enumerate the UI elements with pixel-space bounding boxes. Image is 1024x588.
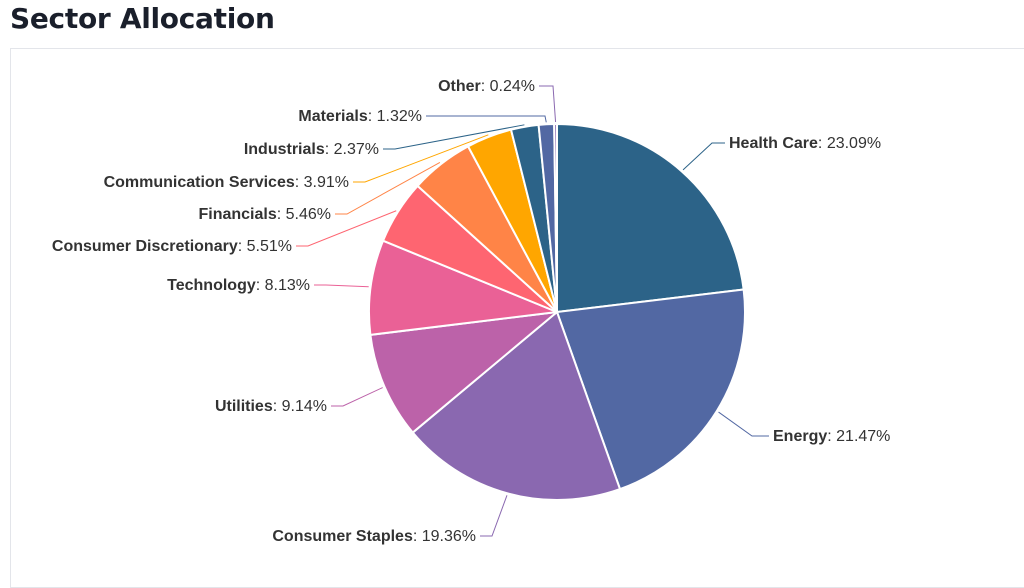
leader-line xyxy=(480,495,508,537)
pie-slice-technology[interactable] xyxy=(368,239,558,336)
leader-line xyxy=(296,210,397,247)
pie-chart: Health Care: 23.09% Energy: 21.47% Consume… xyxy=(52,78,891,545)
slice-label: Consumer Staples: 19.36% xyxy=(272,528,476,545)
slice-label: Materials: 1.32% xyxy=(298,108,422,125)
slice-label: Industrials: 2.37% xyxy=(244,141,379,158)
slice-label-name: Technology xyxy=(167,277,256,294)
slice-label: Health Care: 23.09% xyxy=(729,135,881,152)
page-title: Sector Allocation xyxy=(10,2,275,35)
slice-label-name: Financials xyxy=(198,206,276,223)
pie-slice-consumer-staples[interactable] xyxy=(411,311,622,501)
slice-label: Communication Services: 3.91% xyxy=(104,174,349,191)
leader-line xyxy=(383,124,525,150)
slice-label-name: Energy xyxy=(773,428,827,445)
slice-label: Energy: 21.47% xyxy=(773,428,890,445)
leader-line xyxy=(331,387,383,407)
leader-line xyxy=(353,134,489,183)
slice-label-value: : 9.14% xyxy=(273,398,327,415)
leader-line xyxy=(718,411,769,437)
slice-label-value: : 5.46% xyxy=(277,206,331,223)
pie-slice-energy[interactable] xyxy=(556,288,746,491)
leader-line xyxy=(335,161,441,215)
slice-label-value: : 21.47% xyxy=(827,428,890,445)
slice-label-value: : 5.51% xyxy=(238,238,292,255)
slice-label-value: : 1.32% xyxy=(368,108,422,125)
slice-label-value: : 2.37% xyxy=(325,141,379,158)
leader-line xyxy=(426,115,547,123)
slice-label-value: : 3.91% xyxy=(295,174,349,191)
slice-label-name: Health Care xyxy=(729,135,818,152)
slice-label-name: Communication Services xyxy=(104,174,295,191)
leader-line xyxy=(682,142,725,171)
slice-label: Other: 0.24% xyxy=(438,78,535,95)
pie-slice-other[interactable] xyxy=(553,122,558,313)
slice-label-name: Other xyxy=(438,78,481,95)
slice-label-value: : 23.09% xyxy=(818,135,881,152)
pie-slice-utilities[interactable] xyxy=(369,311,558,434)
slice-label: Financials: 5.46% xyxy=(198,206,331,223)
slice-label: Consumer Discretionary: 5.51% xyxy=(52,238,292,255)
leader-line xyxy=(539,85,557,123)
pie-slice-health-care[interactable] xyxy=(556,123,745,313)
slice-label-name: Industrials xyxy=(244,141,325,158)
leader-line xyxy=(314,284,369,288)
slice-label-value: : 0.24% xyxy=(481,78,535,95)
slice-label: Utilities: 9.14% xyxy=(215,398,327,415)
slice-label-name: Materials xyxy=(298,108,367,125)
slice-label-value: : 8.13% xyxy=(256,277,310,294)
slice-label-name: Utilities xyxy=(215,398,273,415)
slice-label-name: Consumer Staples xyxy=(272,528,413,545)
slice-label: Technology: 8.13% xyxy=(167,277,310,294)
slice-label-name: Consumer Discretionary xyxy=(52,238,238,255)
slice-label-value: : 19.36% xyxy=(413,528,476,545)
